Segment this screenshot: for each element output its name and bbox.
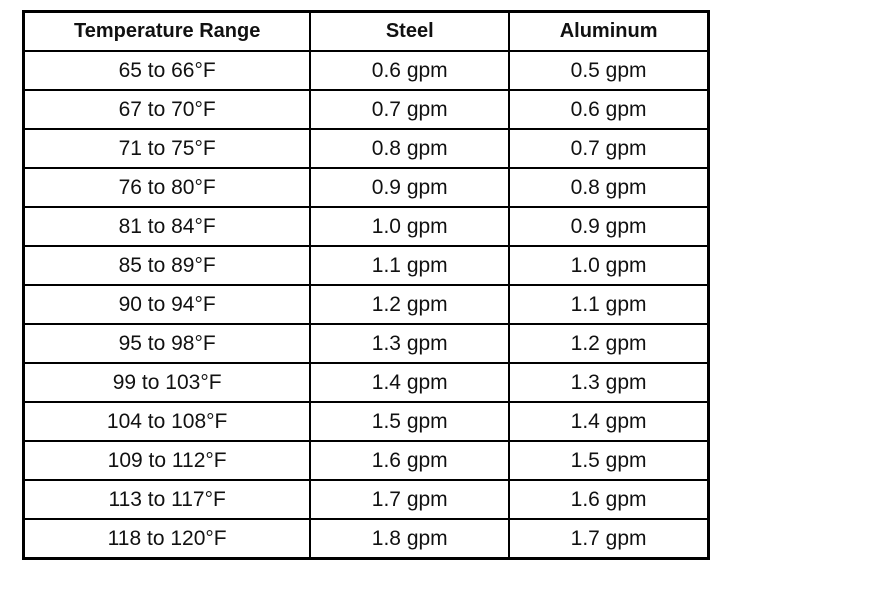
table-row: 109 to 112°F 1.6 gpm 1.5 gpm <box>22 440 710 481</box>
table-cell: 104 to 108°F <box>22 401 312 442</box>
table-cell: 109 to 112°F <box>22 440 312 481</box>
table-cell: 1.2 gpm <box>508 323 710 364</box>
table-cell: 81 to 84°F <box>22 206 312 247</box>
table-row: 99 to 103°F 1.4 gpm 1.3 gpm <box>22 362 710 403</box>
table-body: 65 to 66°F 0.6 gpm 0.5 gpm 67 to 70°F 0.7 gp… <box>22 50 710 560</box>
table-cell: 90 to 94°F <box>22 284 312 325</box>
table-row: 81 to 84°F 1.0 gpm 0.9 gpm <box>22 206 710 247</box>
flow-table: Temperature Range Steel Aluminum 65 to 66°… <box>22 10 710 560</box>
table-cell: 118 to 120°F <box>22 518 312 560</box>
table-row: 113 to 117°F 1.7 gpm 1.6 gpm <box>22 479 710 520</box>
table-cell: 76 to 80°F <box>22 167 312 208</box>
table-cell: 113 to 117°F <box>22 479 312 520</box>
header-row: Temperature Range Steel Aluminum <box>22 10 710 52</box>
table-cell: 0.5 gpm <box>508 50 710 91</box>
table-row: 95 to 98°F 1.3 gpm 1.2 gpm <box>22 323 710 364</box>
table-row: 65 to 66°F 0.6 gpm 0.5 gpm <box>22 50 710 91</box>
table-cell: 67 to 70°F <box>22 89 312 130</box>
table-cell: 1.6 gpm <box>508 479 710 520</box>
table-cell: 1.4 gpm <box>309 362 511 403</box>
table-cell: 1.8 gpm <box>309 518 511 560</box>
table-cell: 1.1 gpm <box>508 284 710 325</box>
table-cell: 1.7 gpm <box>508 518 710 560</box>
table-cell: 0.6 gpm <box>508 89 710 130</box>
table-cell: 65 to 66°F <box>22 50 312 91</box>
table-row: 85 to 89°F 1.1 gpm 1.0 gpm <box>22 245 710 286</box>
table-cell: 1.2 gpm <box>309 284 511 325</box>
table-cell: 1.0 gpm <box>508 245 710 286</box>
table-cell: 71 to 75°F <box>22 128 312 169</box>
table-row: 118 to 120°F 1.8 gpm 1.7 gpm <box>22 518 710 560</box>
table-row: 104 to 108°F 1.5 gpm 1.4 gpm <box>22 401 710 442</box>
header-cell: Aluminum <box>508 10 710 52</box>
table-row: 67 to 70°F 0.7 gpm 0.6 gpm <box>22 89 710 130</box>
table-cell: 1.7 gpm <box>309 479 511 520</box>
table-cell: 0.7 gpm <box>508 128 710 169</box>
table-cell: 0.8 gpm <box>508 167 710 208</box>
table-cell: 0.9 gpm <box>508 206 710 247</box>
table-cell: 1.6 gpm <box>309 440 511 481</box>
table-cell: 1.3 gpm <box>508 362 710 403</box>
table-cell: 1.3 gpm <box>309 323 511 364</box>
table-cell: 0.6 gpm <box>309 50 511 91</box>
table-cell: 0.7 gpm <box>309 89 511 130</box>
table-row: 71 to 75°F 0.8 gpm 0.7 gpm <box>22 128 710 169</box>
table-cell: 1.5 gpm <box>309 401 511 442</box>
header-cell: Steel <box>309 10 511 52</box>
table-cell: 99 to 103°F <box>22 362 312 403</box>
table-row: 76 to 80°F 0.9 gpm 0.8 gpm <box>22 167 710 208</box>
table-cell: 1.1 gpm <box>309 245 511 286</box>
table-cell: 0.8 gpm <box>309 128 511 169</box>
table-cell: 85 to 89°F <box>22 245 312 286</box>
table-cell: 95 to 98°F <box>22 323 312 364</box>
header-cell: Temperature Range <box>22 10 312 52</box>
table-cell: 1.0 gpm <box>309 206 511 247</box>
table-cell: 1.4 gpm <box>508 401 710 442</box>
table-cell: 0.9 gpm <box>309 167 511 208</box>
table-row: 90 to 94°F 1.2 gpm 1.1 gpm <box>22 284 710 325</box>
table-cell: 1.5 gpm <box>508 440 710 481</box>
